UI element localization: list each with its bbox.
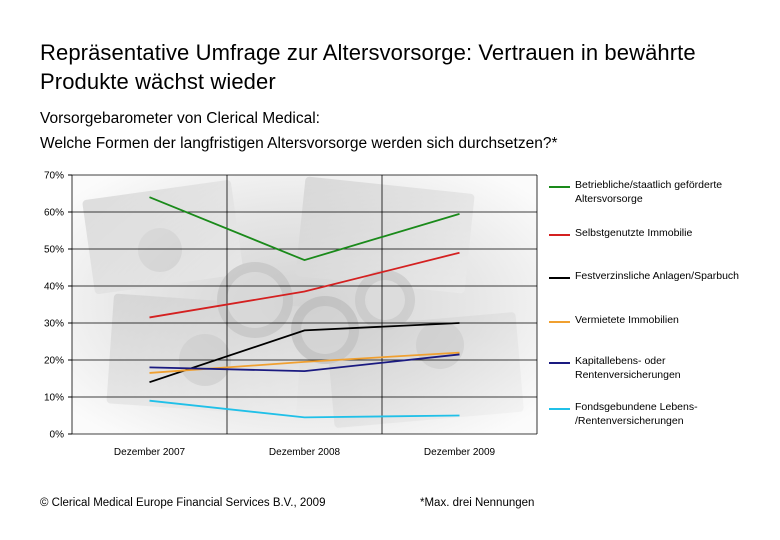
- x-tick-label: Dezember 2007: [114, 447, 186, 458]
- y-tick-label: 20%: [44, 356, 64, 367]
- legend-label: Vermietete Immobilien: [575, 314, 679, 326]
- axes: 0% 10% 20% 30% 40% 50% 60% 70% Dezember 2007 Deze…: [44, 171, 496, 459]
- y-tick-label: 70%: [44, 171, 64, 182]
- legend-label: Betriebliche/staatlich geförderte Alters…: [575, 179, 723, 205]
- copyright-text: © Clerical Medical Europe Financial Serv…: [40, 497, 326, 509]
- y-tick-label: 10%: [44, 393, 64, 404]
- legend-swatch: [549, 321, 570, 323]
- footnote-text: *Max. drei Nennungen: [420, 497, 535, 509]
- series-line: [149, 399, 460, 419]
- y-tick-label: 40%: [44, 282, 64, 293]
- series-layer: [149, 196, 460, 419]
- chart-subtitle: Vorsorgebarometer von Clerical Medical: …: [40, 106, 740, 156]
- y-tick-label: 0%: [50, 430, 65, 441]
- y-tick-label: 50%: [44, 245, 64, 256]
- series-line: [149, 353, 460, 373]
- legend-label: Selbstgenutzte Immobilie: [575, 227, 693, 239]
- legend-label: Fondsgebundene Lebens- /Rentenversicheru…: [575, 401, 698, 427]
- y-tick-label: 30%: [44, 319, 64, 330]
- series-line: [149, 196, 460, 262]
- series-line: [149, 251, 460, 319]
- legend-swatch: [549, 277, 570, 279]
- legend-label: Festverzinsliche Anlagen/Sparbuch: [575, 270, 740, 282]
- chart-title: Repräsentative Umfrage zur Altersvorsorg…: [40, 40, 696, 94]
- series-line: [149, 322, 460, 384]
- x-tick-label: Dezember 2008: [269, 447, 341, 458]
- plot-background: [72, 175, 537, 434]
- y-tick-label: 60%: [44, 208, 64, 219]
- legend-swatch: [549, 408, 570, 410]
- subtitle-line-2: Welche Formen der langfristigen Altersvo…: [40, 135, 558, 152]
- legend-label: Kapitallebens- oder Rentenversicherungen: [575, 355, 681, 381]
- x-tick-label: Dezember 2009: [424, 447, 496, 458]
- legend-swatch: [549, 362, 570, 364]
- legend-swatch: [549, 234, 570, 236]
- legend-swatch: [549, 186, 570, 188]
- subtitle-line-1: Vorsorgebarometer von Clerical Medical:: [40, 110, 320, 127]
